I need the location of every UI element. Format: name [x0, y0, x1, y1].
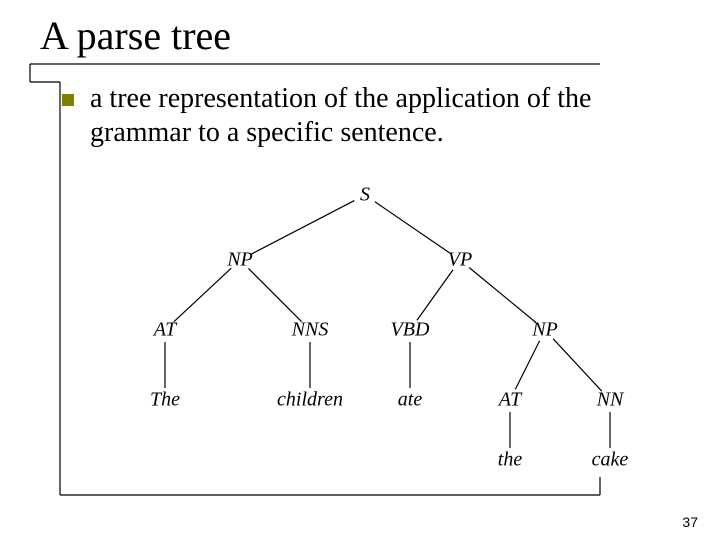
tree-edge — [174, 268, 231, 322]
tree-node-NP1: NP — [227, 249, 253, 272]
tree-edge — [417, 270, 453, 320]
tree-node-children: children — [277, 389, 343, 412]
tree-node-AT1: AT — [154, 319, 177, 342]
tree-node-S: S — [360, 184, 370, 207]
parse-tree: S NP VP AT NNS VBD NP The children ate AT NN the cake — [0, 0, 720, 540]
tree-node-cake: cake — [592, 449, 629, 472]
tree-edge — [469, 268, 535, 323]
tree-edge — [375, 202, 450, 253]
tree-node-the2: the — [498, 449, 522, 472]
tree-edge — [515, 341, 539, 390]
tree-node-AT2: AT — [499, 389, 522, 412]
tree-edge — [553, 339, 602, 391]
tree-node-ate: ate — [398, 389, 422, 412]
tree-edge — [248, 268, 301, 321]
tree-node-NP2: NP — [532, 319, 558, 342]
tree-node-NNS: NNS — [292, 319, 329, 342]
page-number: 37 — [682, 514, 698, 530]
tree-edge — [251, 201, 355, 255]
tree-node-The: The — [150, 389, 180, 412]
tree-node-VBD: VBD — [391, 319, 430, 342]
tree-node-NN: NN — [597, 389, 624, 412]
tree-node-VP: VP — [448, 249, 472, 272]
